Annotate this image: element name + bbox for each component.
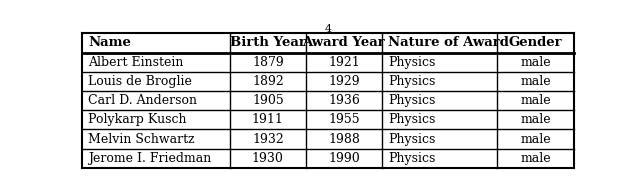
Text: male: male <box>520 94 551 107</box>
Text: Jerome I. Friedman: Jerome I. Friedman <box>88 152 212 165</box>
Text: Physics: Physics <box>388 152 435 165</box>
Text: 1921: 1921 <box>328 56 360 69</box>
Text: Polykarp Kusch: Polykarp Kusch <box>88 113 187 126</box>
Text: 1988: 1988 <box>328 133 360 146</box>
Text: Name: Name <box>88 36 131 50</box>
Text: 1892: 1892 <box>252 75 284 88</box>
Text: Physics: Physics <box>388 56 435 69</box>
Text: Nature of Award: Nature of Award <box>388 36 509 50</box>
Text: Gender: Gender <box>509 36 563 50</box>
Text: 1905: 1905 <box>252 94 284 107</box>
Text: Carl D. Anderson: Carl D. Anderson <box>88 94 197 107</box>
Text: male: male <box>520 152 551 165</box>
Text: male: male <box>520 133 551 146</box>
Text: 4: 4 <box>324 24 332 34</box>
Text: Louis de Broglie: Louis de Broglie <box>88 75 192 88</box>
Text: Physics: Physics <box>388 133 435 146</box>
Text: 1932: 1932 <box>252 133 284 146</box>
Text: male: male <box>520 75 551 88</box>
Text: 1955: 1955 <box>328 113 360 126</box>
Text: 1929: 1929 <box>328 75 360 88</box>
Text: Award Year: Award Year <box>303 36 385 50</box>
Text: Physics: Physics <box>388 113 435 126</box>
Text: 1879: 1879 <box>252 56 284 69</box>
Text: 1911: 1911 <box>252 113 284 126</box>
Text: Physics: Physics <box>388 75 435 88</box>
Text: Albert Einstein: Albert Einstein <box>88 56 184 69</box>
Text: Physics: Physics <box>388 94 435 107</box>
Text: 1930: 1930 <box>252 152 284 165</box>
Text: 1990: 1990 <box>328 152 360 165</box>
Text: 1936: 1936 <box>328 94 360 107</box>
Text: Melvin Schwartz: Melvin Schwartz <box>88 133 195 146</box>
Text: Birth Year: Birth Year <box>230 36 306 50</box>
Text: male: male <box>520 113 551 126</box>
Text: male: male <box>520 56 551 69</box>
